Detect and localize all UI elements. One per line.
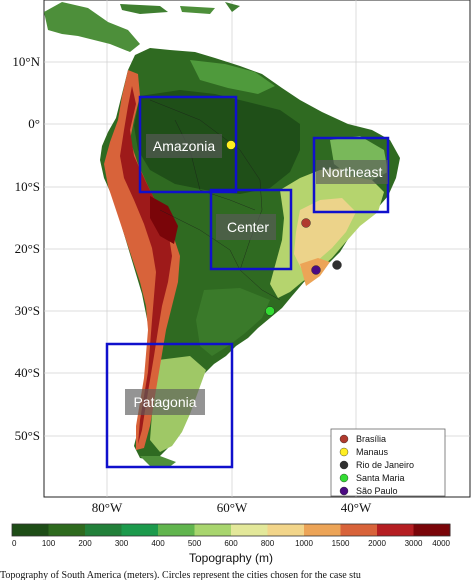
colorbar-tick-label: 200 (78, 539, 92, 548)
amazonia-label-bg (146, 134, 222, 158)
legend-box (330, 428, 446, 497)
lat-label: 50°S (15, 428, 40, 443)
marker-santa-maria (265, 306, 275, 316)
colorbar-tick-label: 800 (261, 539, 275, 548)
legend-swatch-sao-paulo (339, 486, 349, 496)
colorbar-tick-label: 500 (188, 539, 202, 548)
colorbar-tick-label: 400 (151, 539, 165, 548)
tierra-del-fuego (140, 456, 176, 468)
colorbar-cell (267, 524, 305, 536)
colorbar-tick-label: 1000 (295, 539, 313, 548)
amazonia-label: Amazonia (153, 138, 215, 154)
marker-brasilia (301, 218, 311, 228)
northeast-label-bg (316, 160, 388, 184)
legend-swatch-rio (339, 460, 349, 470)
colorbar-tick-label: 0 (12, 539, 17, 548)
center-label: Center (227, 219, 269, 235)
colorbar-tick-label: 4000 (432, 539, 450, 548)
marker-manaus (226, 140, 236, 150)
legend-label-rio: Rio de Janeiro (356, 460, 414, 470)
pampas (196, 288, 270, 356)
colorbar-cell (304, 524, 341, 536)
colorbar-tick-label: 1500 (332, 539, 350, 548)
colorbar-cell (85, 524, 122, 536)
lon-label: 60°W (217, 500, 248, 515)
lat-label: 40°S (15, 365, 40, 380)
colorbar-cell (158, 524, 195, 536)
patagonia-label-bg (125, 389, 205, 415)
city-markers (226, 140, 342, 316)
amazonia-box (138, 95, 238, 194)
region-labels: Amazonia Northeast Center Patagonia (125, 134, 388, 415)
colorbar-cell (231, 524, 268, 536)
city-legend: Brasília Manaus Rio de Janeiro Santa Mar… (330, 428, 446, 497)
colorbar-cell (48, 524, 86, 536)
patagonia-label: Patagonia (133, 394, 196, 410)
legend-label-brasilia: Brasília (356, 434, 386, 444)
colorbar-frame (11, 523, 451, 537)
northeast-label: Northeast (322, 164, 383, 180)
lat-label: 10°N (12, 54, 40, 69)
legend-label-sao-paulo: São Paulo (356, 486, 398, 496)
lat-tick-labels: 10°N 0° 10°S 20°S 30°S 40°S 50°S (12, 54, 40, 443)
legend-swatch-manaus (339, 447, 349, 457)
legend-label-santa-maria: Santa Maria (356, 473, 405, 483)
lat-label: 10°S (15, 179, 40, 194)
legend-swatch-santa-maria (339, 473, 349, 483)
colorbar-ticks: 0 100 200 300 400 500 600 800 1000 1500 2000 3000 40… (12, 539, 451, 548)
lon-label: 80°W (92, 500, 123, 515)
colorbar-tick-label: 3000 (405, 539, 423, 548)
central-america (44, 2, 240, 52)
marker-rio (332, 260, 342, 270)
colorbar-tick-label: 2000 (368, 539, 386, 548)
colorbar-cell (340, 524, 378, 536)
altiplano (150, 196, 178, 244)
highlands-core (294, 198, 356, 270)
lat-label: 0° (28, 116, 40, 131)
colorbar-cell (121, 524, 159, 536)
colorbar-tick-label: 100 (42, 539, 56, 548)
colorbar-tick-label: 300 (115, 539, 129, 548)
colorbar-cell (12, 524, 49, 536)
map-panel: Amazonia Northeast Center Patagonia Bras… (12, 0, 471, 515)
guiana-highlands (190, 60, 275, 94)
legend-swatch-brasilia (339, 434, 349, 444)
legend-label-manaus: Manaus (356, 447, 389, 457)
center-label-bg (216, 214, 276, 240)
colorbar-cells (12, 524, 451, 536)
colorbar-cell (194, 524, 232, 536)
colorbar-tick-label: 600 (224, 539, 238, 548)
lon-label: 40°W (341, 500, 372, 515)
lat-label: 20°S (15, 241, 40, 256)
center-box (209, 188, 293, 271)
colorbar: 0 100 200 300 400 500 600 800 1000 1500 2000 3000 40… (11, 523, 451, 565)
patagonia-box (105, 342, 234, 469)
andes-crest (120, 86, 172, 444)
figure-caption: Topography of South America (meters). Ci… (0, 570, 361, 580)
colorbar-cell (413, 524, 451, 536)
lon-tick-labels: 80°W 60°W 40°W (92, 500, 372, 515)
marker-sao-paulo (311, 265, 321, 275)
lat-label: 30°S (15, 303, 40, 318)
colorbar-title: Topography (m) (189, 551, 273, 565)
colorbar-cell (377, 524, 414, 536)
